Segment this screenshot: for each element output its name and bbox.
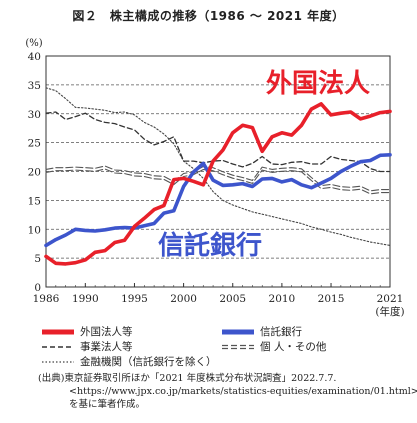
legend-item-trust: 信託銀行 <box>222 324 302 339</box>
y-tick-label: 0 <box>34 282 41 294</box>
series-line-3 <box>45 168 391 195</box>
series-layer <box>44 87 392 266</box>
x-axis-label: (年度) <box>375 305 404 318</box>
legend-label-foreign: 外国法人等 <box>80 326 133 338</box>
series-line-3 <box>45 165 391 192</box>
legend-item-financial: 金融機関（信託銀行を除く） <box>42 354 217 369</box>
series-line-2 <box>45 111 391 173</box>
x-tick-label: 1995 <box>121 293 148 305</box>
x-tick-label: 1990 <box>72 293 99 305</box>
x-tick-label: 1986 <box>33 293 60 305</box>
y-tick-label: 35 <box>28 80 41 92</box>
chart-title: 図２ 株主構成の推移（1986 ～ 2021 年度） <box>72 9 345 23</box>
x-tick-label: 2010 <box>269 293 296 305</box>
legend-swatch-individual <box>222 344 254 349</box>
annotation-foreign: 外国法人 <box>266 69 370 99</box>
y-tick-label: 10 <box>28 224 41 236</box>
y-tick-label: 25 <box>28 138 41 150</box>
legend-label-trust: 信託銀行 <box>260 326 302 338</box>
series-line-4 <box>45 87 391 246</box>
y-tick-label: 40 <box>28 51 41 63</box>
legend-item-foreign: 外国法人等 <box>42 324 133 339</box>
source-note: (出典)東京証券取引所ほか「2021 年度株式分布状況調査」2022.7.7. … <box>38 372 417 411</box>
x-tick-label: 2021 <box>377 293 404 305</box>
y-tick-label: 5 <box>34 253 41 265</box>
legend-swatch-trust <box>222 329 254 334</box>
legend-label-individual: 個 人・その他 <box>260 341 327 353</box>
legend-swatch-corporate <box>42 345 74 348</box>
source-line-3: を基に筆者作成。 <box>69 399 146 410</box>
legend-item-individual: 個 人・その他 <box>222 339 326 354</box>
x-tick-label: 2015 <box>318 293 345 305</box>
annotation-trust: 信託銀行 <box>158 230 262 261</box>
series-line-0 <box>44 102 392 266</box>
source-line-2: <https://www.jpx.co.jp/markets/statistic… <box>69 386 417 397</box>
legend-swatch-foreign <box>42 329 74 334</box>
x-tick-label: 2000 <box>170 293 197 305</box>
legend-label-financial: 金融機関（信託銀行を除く） <box>80 356 217 368</box>
x-tick-label: 2005 <box>219 293 246 305</box>
legend-swatch-financial <box>42 360 74 363</box>
grid-layer <box>46 84 390 259</box>
legend-item-corporate: 事業法人等 <box>42 339 133 354</box>
y-tick-label: 30 <box>28 109 41 121</box>
axis-layer: 0 5 10 15 20 25 30 35 40 (%) 1986 1990 1995 2000 2005 2… <box>25 38 404 318</box>
legend-label-corporate: 事業法人等 <box>80 341 133 353</box>
y-tick-label: 15 <box>28 195 41 207</box>
y-tick-label: 20 <box>28 167 41 179</box>
y-axis-label: (%) <box>25 38 42 49</box>
series-line-1 <box>44 153 392 248</box>
source-line-1: (出典)東京証券取引所ほか「2021 年度株式分布状況調査」2022.7.7. <box>38 373 337 384</box>
